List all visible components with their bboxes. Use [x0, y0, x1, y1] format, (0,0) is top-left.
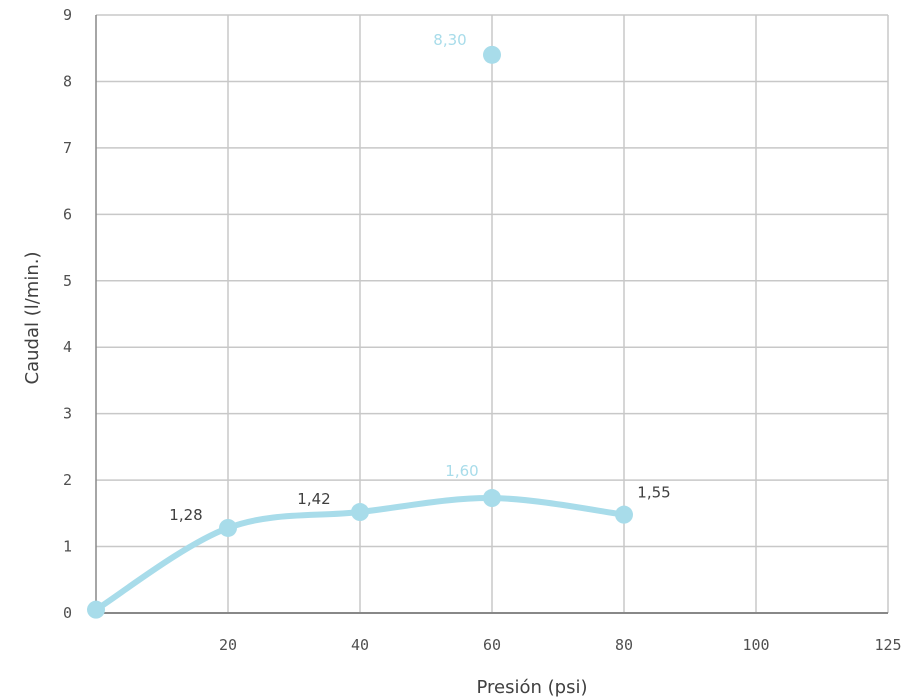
x-tick-label: 40 — [351, 636, 369, 654]
y-axis-title: Caudal (l/min.) — [22, 252, 43, 385]
series-layer — [87, 45, 633, 619]
y-tick-label: 1 — [63, 538, 72, 556]
x-axis-title: Presión (psi) — [477, 677, 588, 698]
axes — [95, 15, 888, 614]
y-tick-label: 8 — [63, 72, 72, 90]
y-tick-label: 0 — [63, 604, 72, 622]
data-label: 1,60 — [445, 462, 478, 480]
y-tick-label: 3 — [63, 405, 72, 423]
y-tick-label: 9 — [63, 6, 72, 24]
y-tick-label: 4 — [63, 338, 72, 356]
data-label: 1,28 — [169, 506, 202, 524]
tick-labels: 0 1 2 3 4 5 6 7 8 9 20 40 60 80 100 125 — [63, 6, 902, 654]
data-point — [87, 600, 105, 619]
data-labels: 1,28 1,42 1,60 1,55 8,30 — [169, 31, 670, 524]
data-label: 1,55 — [637, 484, 670, 502]
data-point — [483, 489, 501, 508]
data-point — [351, 503, 369, 522]
y-tick-label: 2 — [63, 471, 72, 489]
data-label: 1,42 — [297, 490, 330, 508]
data-label: 8,30 — [433, 31, 466, 49]
data-point — [615, 505, 633, 524]
x-tick-label: 80 — [615, 636, 633, 654]
x-tick-label: 100 — [742, 636, 769, 654]
x-tick-label: 125 — [874, 636, 901, 654]
y-tick-label: 7 — [63, 139, 72, 157]
grid — [96, 14, 889, 613]
data-point — [483, 45, 501, 64]
x-tick-label: 60 — [483, 636, 501, 654]
y-tick-label: 6 — [63, 205, 72, 223]
data-point — [219, 518, 237, 537]
y-tick-label: 5 — [63, 272, 72, 290]
x-tick-label: 20 — [219, 636, 237, 654]
